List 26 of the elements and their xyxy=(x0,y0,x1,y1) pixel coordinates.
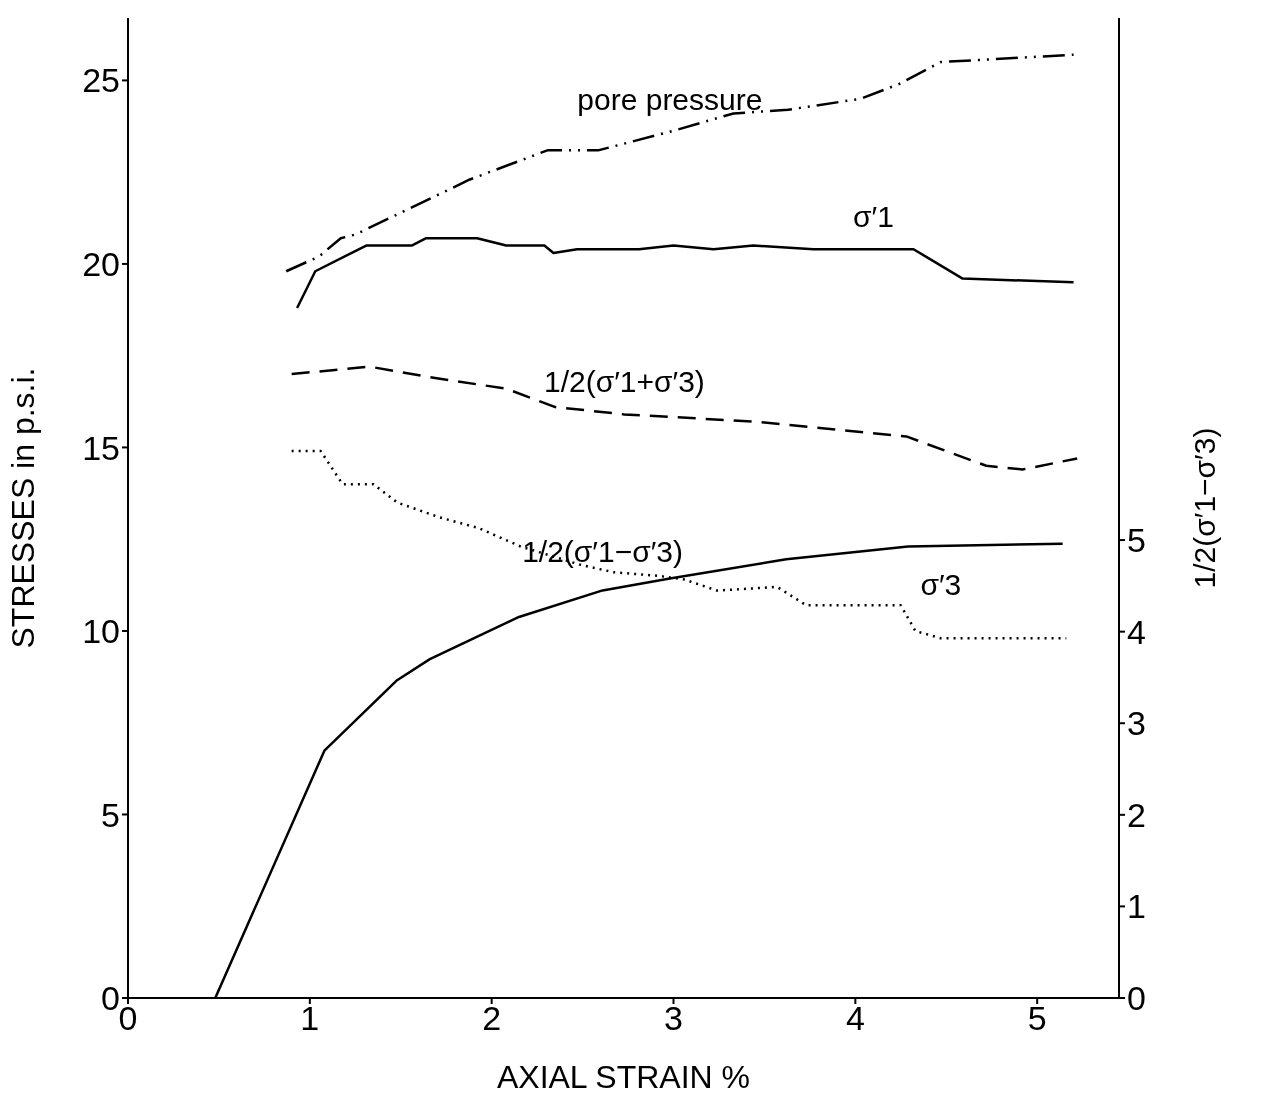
series-label: pore pressure xyxy=(577,82,763,116)
y2-tick-label: 1 xyxy=(1127,887,1146,926)
y-tick-label: 15 xyxy=(82,428,120,467)
line-series xyxy=(284,53,1075,273)
y2-tick-label: 3 xyxy=(1127,704,1146,743)
series-label: 1/2(σ′1+σ′3) xyxy=(543,365,705,399)
y2-tick-label: 5 xyxy=(1127,521,1146,560)
y2-axis-title: 1/2(σ′1−σ′3) xyxy=(1187,427,1221,589)
x-tick-label: 2 xyxy=(482,999,502,1038)
y2-tick-label: 2 xyxy=(1127,795,1146,834)
x-axis-title: AXIAL STRAIN % xyxy=(496,1059,751,1095)
line-series xyxy=(290,365,1079,471)
y-axis-title: STRESSES in p.s.i. xyxy=(5,367,42,649)
x-tick-label: 3 xyxy=(664,999,683,1038)
y-tick-label: 10 xyxy=(82,612,120,651)
x-tick-label: 5 xyxy=(1027,999,1047,1038)
y-tick-label: 5 xyxy=(101,795,120,834)
x-tick-label: 1 xyxy=(300,999,320,1038)
y-tick-label: 25 xyxy=(82,61,120,100)
y-tick-label: 20 xyxy=(82,244,120,283)
x-tick-label: 4 xyxy=(845,999,865,1038)
line-series xyxy=(295,236,1075,310)
series-label: σ′3 xyxy=(920,568,962,602)
series-label: σ′1 xyxy=(853,200,894,234)
series-label: 1/2(σ′1−σ′3) xyxy=(522,535,684,569)
y2-tick-label: 4 xyxy=(1127,612,1146,651)
